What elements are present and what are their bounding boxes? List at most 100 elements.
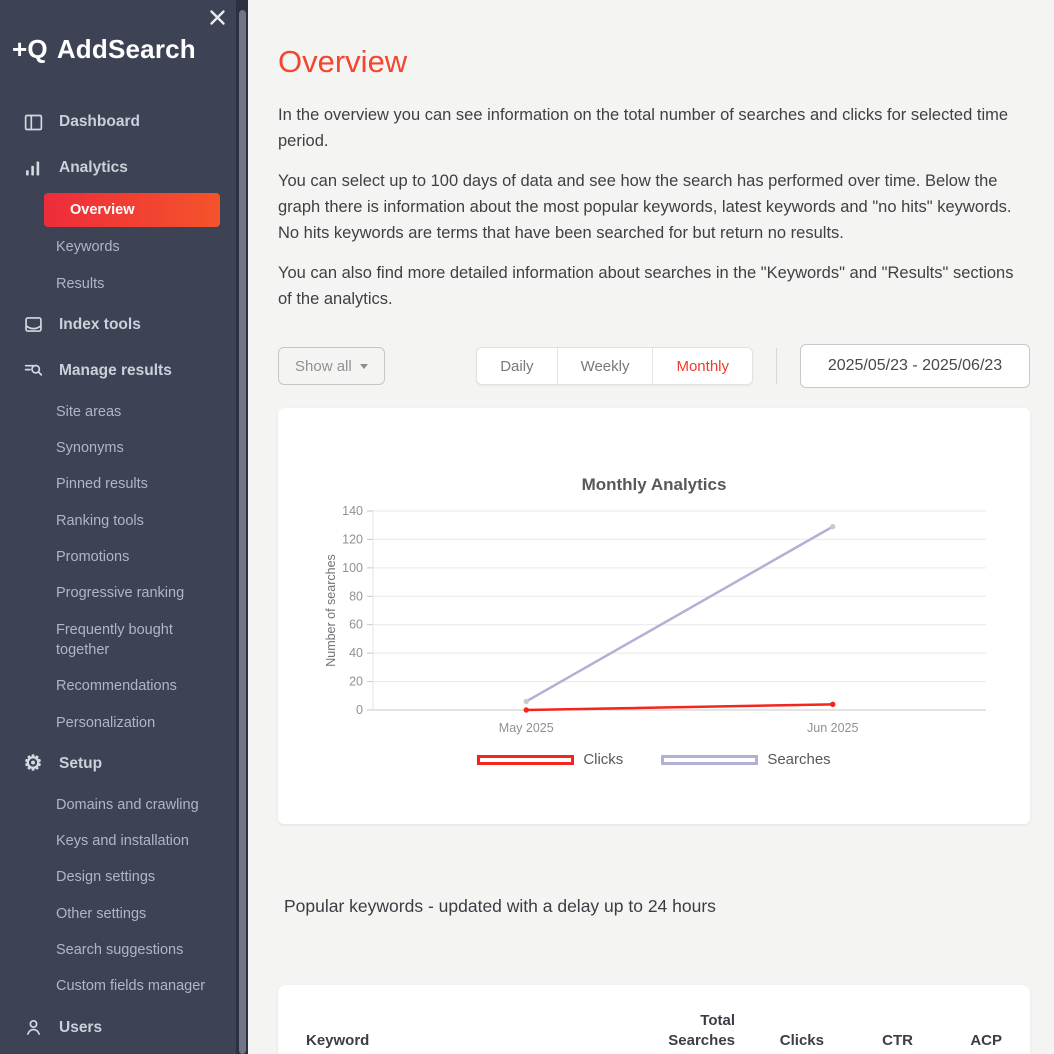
index-tools-icon [22,314,44,336]
popular-keywords-table: Keyword Total Searches Clicks CTR ACP [278,985,1030,1054]
sidebar-item-pinned-results[interactable]: Pinned results [0,466,248,502]
intro-text: In the overview you can see information … [278,102,1032,312]
period-toggle-group: Daily Weekly Monthly [476,347,753,385]
sidebar-item-keywords[interactable]: Keywords [0,229,248,265]
sidebar-item-other-settings[interactable]: Other settings [0,896,248,932]
sidebar-item-label: Ranking tools [56,512,144,529]
sidebar-item-label: Synonyms [56,440,124,457]
sidebar-item-label: Personalization [56,714,156,731]
sidebar-item-manage-results[interactable]: Manage results [0,348,248,394]
sidebar-item-label: Pinned results [56,476,148,493]
sidebar-item-setup[interactable]: ⚙ Setup [0,741,248,787]
sidebar-item-results[interactable]: Results [0,266,248,302]
sidebar-item-users[interactable]: Users [0,1005,248,1051]
close-icon[interactable] [206,6,228,28]
sidebar-item-label: Progressive ranking [56,585,185,602]
sidebar-item-keys-and-installation[interactable]: Keys and installation [0,823,248,859]
sidebar-scrollbar-thumb[interactable] [239,10,246,1054]
chart-card: Monthly Analytics Number of searches 0 20 40… [278,408,1030,824]
logo-mark-icon: +Q [12,34,48,64]
period-button-weekly[interactable]: Weekly [556,348,653,384]
svg-text:140: 140 [342,504,363,518]
sidebar-nav: Dashboard Analytics Overview Keywords Result… [0,99,248,1054]
column-header-acp: ACP [970,1032,1002,1050]
sidebar-item-label: Domains and crawling [56,796,199,813]
svg-text:May 2025: May 2025 [499,721,554,735]
sidebar-item-progressive-ranking[interactable]: Progressive ranking [0,575,248,611]
chevron-down-icon [359,363,368,369]
legend-label: Searches [767,751,831,768]
legend-label: Clicks [583,751,624,768]
sidebar-item-recommendations[interactable]: Recommendations [0,668,248,704]
sidebar-item-index-tools[interactable]: Index tools [0,302,248,348]
manage-results-icon [22,360,44,382]
app-logo: +Q AddSearch [0,0,248,65]
logo-text: AddSearch [56,34,196,64]
svg-text:100: 100 [342,561,363,575]
sidebar-item-label: Other settings [56,905,147,922]
sidebar-item-promotions[interactable]: Promotions [0,539,248,575]
svg-text:40: 40 [349,646,363,660]
sidebar-item-label: Keys and installation [56,833,189,850]
svg-text:20: 20 [349,675,363,689]
sidebar-item-label: Custom fields manager [56,978,206,995]
svg-text:60: 60 [349,618,363,632]
sidebar-item-label: Index tools [59,315,141,333]
sidebar-item-design-settings[interactable]: Design settings [0,859,248,895]
sidebar-item-domains-and-crawling[interactable]: Domains and crawling [0,787,248,823]
svg-text:Monthly Analytics: Monthly Analytics [582,475,727,494]
column-header-ctr: CTR [882,1032,913,1050]
sidebar-item-billing[interactable]: $Billing [0,1051,248,1054]
sidebar-item-label: Promotions [56,549,130,566]
sidebar-item-label: Recommendations [56,678,177,695]
page-title: Overview [278,44,408,79]
users-icon [22,1017,44,1039]
sidebar-item-personalization[interactable]: Personalization [0,705,248,741]
sidebar-item-search-suggestions[interactable]: Search suggestions [0,932,248,968]
sidebar-item-synonyms[interactable]: Synonyms [0,430,248,466]
sidebar-item-label: Analytics [59,159,128,176]
sidebar-item-label: Users [59,1018,103,1036]
legend-swatch-icon [477,754,575,765]
sidebar-item-analytics[interactable]: Analytics [0,145,248,191]
chart-legend: Clicks Searches [278,751,1030,768]
sidebar-item-label: Site areas [56,403,122,420]
sidebar: +Q AddSearch Dashboard Analytics Overview K… [0,0,248,1054]
intro-paragraph: You can select up to 100 days of data an… [278,172,1012,242]
show-all-label: Show all [295,357,352,375]
sidebar-item-label: Dashboard [59,113,140,130]
legend-item-clicks[interactable]: Clicks [477,751,623,768]
sidebar-item-overview[interactable]: Overview [44,193,220,228]
intro-paragraph: In the overview you can see information … [278,106,1009,150]
sidebar-item-label: Manage results [59,361,172,379]
svg-text:80: 80 [349,589,363,603]
sidebar-item-site-areas[interactable]: Site areas [0,394,248,430]
analytics-chart: Monthly Analytics Number of searches 0 20 40… [324,475,986,735]
svg-text:Jun 2025: Jun 2025 [807,721,858,735]
divider [776,348,777,384]
column-header-total-searches: Total Searches [668,1012,735,1050]
column-header-keyword: Keyword [306,1032,370,1050]
period-button-daily[interactable]: Daily [477,348,556,384]
legend-swatch-icon [661,754,759,765]
sidebar-item-label: Results [56,275,105,292]
legend-item-searches[interactable]: Searches [661,751,831,768]
show-all-dropdown[interactable]: Show all [278,347,385,385]
setup-icon: ⚙ [23,752,43,776]
analytics-icon [22,157,44,179]
sidebar-item-label: Keywords [56,239,120,256]
controls-row: Show all Daily Weekly Monthly [278,344,1030,388]
svg-text:Number of searches: Number of searches [324,554,338,667]
sidebar-scrollbar-track [236,0,248,1054]
sidebar-item-label: Frequently bought together [56,621,173,658]
sidebar-item-dashboard[interactable]: Dashboard [0,99,248,145]
period-button-monthly[interactable]: Monthly [652,348,752,384]
svg-text:0: 0 [356,703,363,717]
dashboard-icon [22,111,44,133]
intro-paragraph: You can also find more detailed informat… [278,264,1014,308]
sidebar-item-frequently-bought-together[interactable]: Frequently bought together [0,612,248,669]
sidebar-item-custom-fields-manager[interactable]: Custom fields manager [0,968,248,1004]
sidebar-item-ranking-tools[interactable]: Ranking tools [0,503,248,539]
column-header-clicks: Clicks [779,1032,824,1050]
date-range-input[interactable] [800,344,1030,388]
